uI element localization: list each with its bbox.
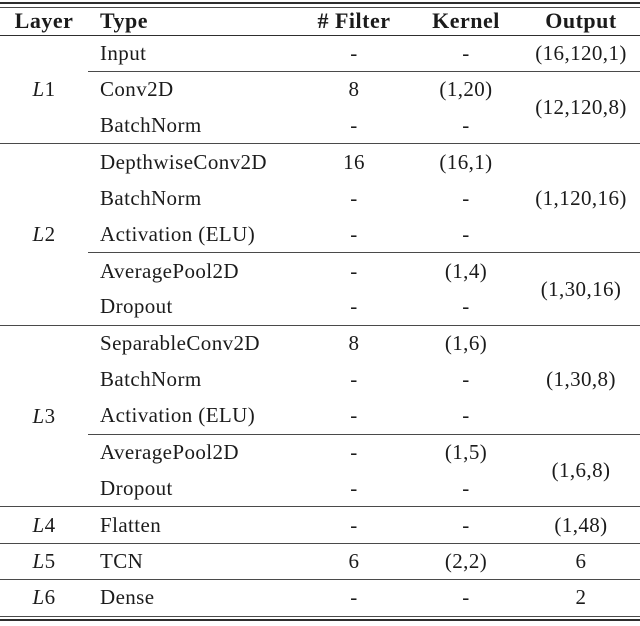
cell-kernel: (1,4) xyxy=(444,258,488,283)
architecture-table: Layer Type # Filter Kernel Output L1 Inp… xyxy=(0,8,640,616)
cell-kernel: - xyxy=(410,107,522,145)
cell-type: Flatten xyxy=(88,506,298,544)
cell-filter: 8 xyxy=(348,77,360,102)
col-header-layer: Layer xyxy=(0,8,88,36)
cell-kernel: - xyxy=(410,289,522,326)
table-row: Dropout - - xyxy=(0,289,640,326)
cell-type: Activation (ELU) xyxy=(88,216,298,254)
cell-kernel: - xyxy=(462,585,470,610)
layer-label-l5: L5 xyxy=(0,543,88,580)
table-row: Dropout - - xyxy=(0,470,640,508)
layer-label-l2: L2 xyxy=(0,143,88,326)
table-row: L6 Dense - - 2 xyxy=(0,579,640,615)
col-header-kernel: Kernel xyxy=(410,8,522,36)
col-header-type: Type xyxy=(88,8,298,36)
cell-type: BatchNorm xyxy=(100,185,202,210)
layer-label-l1: L1 xyxy=(0,35,88,145)
layer-label-l6: L6 xyxy=(32,585,56,610)
cell-kernel: - xyxy=(410,397,522,435)
cell-kernel: (1,5) xyxy=(444,440,488,465)
bottom-rule-inner xyxy=(0,615,640,617)
table-row: BatchNorm - - xyxy=(0,362,640,398)
cell-kernel: (2,2) xyxy=(410,543,522,580)
cell-output: 6 xyxy=(522,543,640,580)
col-header-filter: # Filter xyxy=(298,8,410,36)
cell-type: Dropout xyxy=(88,289,298,326)
cell-type: Dense xyxy=(100,585,155,610)
cell-type: BatchNorm xyxy=(100,367,202,392)
cell-filter: 6 xyxy=(298,543,410,580)
cell-filter: - xyxy=(350,185,358,210)
cell-type: AveragePool2D xyxy=(100,258,239,283)
table-row: BatchNorm - - xyxy=(0,180,640,216)
cell-filter: - xyxy=(350,367,358,392)
cell-kernel: - xyxy=(410,470,522,508)
layer-label-l4: L4 xyxy=(0,506,88,544)
table-row: L4 Flatten - - (1,48) xyxy=(0,506,640,544)
cell-output: (16,120,1) xyxy=(522,35,640,72)
cell-type: BatchNorm xyxy=(88,107,298,145)
cell-filter: - xyxy=(298,397,410,435)
table-row: BatchNorm - - xyxy=(0,107,640,145)
cell-type: AveragePool2D xyxy=(100,440,239,465)
cell-type: Dropout xyxy=(88,470,298,508)
cell-kernel: (1,20) xyxy=(439,77,493,102)
cell-type: Activation (ELU) xyxy=(88,397,298,435)
cell-kernel: - xyxy=(462,367,470,392)
table-row: AveragePool2D - (1,5) (1,6,8) xyxy=(0,434,640,508)
cell-kernel: (1,6) xyxy=(444,331,488,356)
cell-output: 2 xyxy=(575,585,587,610)
cell-filter: - xyxy=(298,35,410,72)
cell-kernel: (16,1) xyxy=(439,149,493,174)
cell-output-merged: (1,6,8) xyxy=(522,434,640,508)
cell-kernel: - xyxy=(410,35,522,72)
table-row: AveragePool2D - (1,4) (1,30,16) xyxy=(0,252,640,326)
top-rule-inner xyxy=(0,7,640,8)
table-row: Activation (ELU) - - xyxy=(0,397,640,435)
cell-type: Conv2D xyxy=(100,77,174,102)
cell-filter: - xyxy=(298,289,410,326)
table-row: L2 DepthwiseConv2D 16 (16,1) (1,120,16) xyxy=(0,143,640,326)
header-row: Layer Type # Filter Kernel Output xyxy=(0,8,640,36)
table-row: L3 SeparableConv2D 8 (1,6) (1,30,8) xyxy=(0,325,640,508)
table-row: Activation (ELU) - - xyxy=(0,216,640,254)
cell-filter: - xyxy=(298,216,410,254)
cell-filter: - xyxy=(298,470,410,508)
cell-type: Input xyxy=(88,35,298,72)
cell-filter: 16 xyxy=(343,149,365,174)
cell-type: DepthwiseConv2D xyxy=(100,149,267,174)
cell-filter: - xyxy=(298,107,410,145)
cell-type: TCN xyxy=(88,543,298,580)
cell-kernel: - xyxy=(410,216,522,254)
cell-type: SeparableConv2D xyxy=(100,331,260,356)
bottom-rule-outer xyxy=(0,619,640,622)
cell-filter: 8 xyxy=(348,331,360,356)
cell-output-merged: (1,30,16) xyxy=(522,252,640,326)
cell-filter: - xyxy=(350,440,358,465)
cell-kernel: - xyxy=(410,506,522,544)
cell-filter: - xyxy=(350,258,358,283)
col-header-output: Output xyxy=(522,8,640,36)
top-rule-outer xyxy=(0,2,640,4)
cell-kernel: - xyxy=(462,185,470,210)
cell-output-merged: (1,120,16) xyxy=(522,143,640,254)
table-row: Conv2D 8 (1,20) (12,120,8) xyxy=(0,71,640,145)
layer-label-l3: L3 xyxy=(0,325,88,508)
cell-filter: - xyxy=(350,585,358,610)
cell-filter: - xyxy=(298,506,410,544)
table-row: L5 TCN 6 (2,2) 6 xyxy=(0,543,640,580)
cell-output-merged: (12,120,8) xyxy=(522,71,640,145)
cell-output: (1,48) xyxy=(522,506,640,544)
table-row: L1 Input - - (16,120,1) xyxy=(0,35,640,145)
cell-output-merged: (1,30,8) xyxy=(522,325,640,435)
